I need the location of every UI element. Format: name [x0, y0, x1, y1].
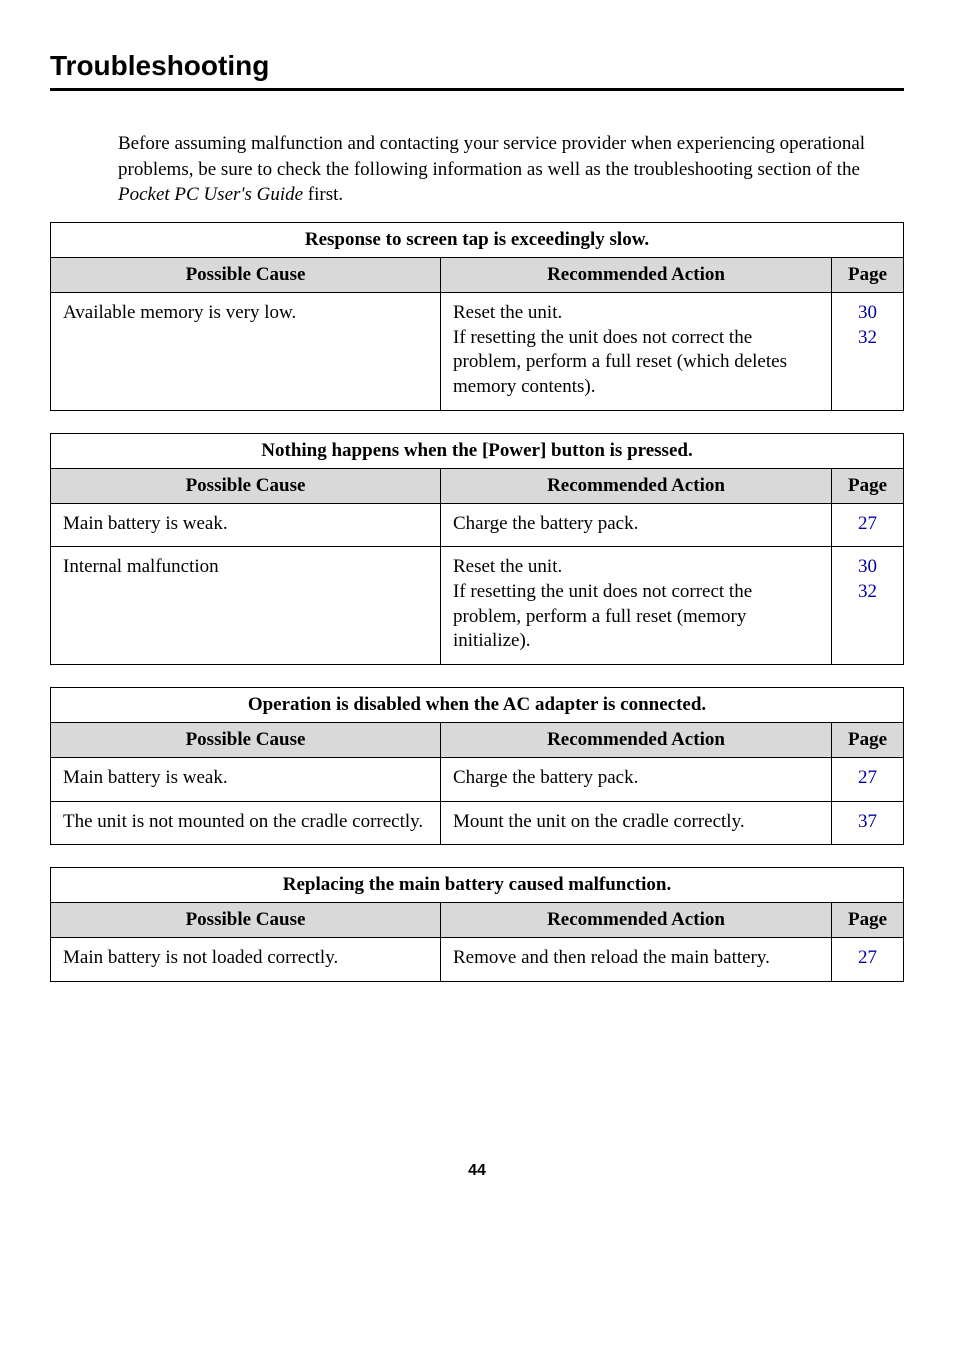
table-caption: Nothing happens when the [Power] button … — [51, 433, 904, 468]
cause-cell: Available memory is very low. — [51, 292, 441, 410]
table-row: Main battery is not loaded correctly.Rem… — [51, 938, 904, 982]
column-header-cause: Possible Cause — [51, 468, 441, 503]
table-row: Main battery is weak.Charge the battery … — [51, 758, 904, 802]
page-number: 44 — [50, 1162, 904, 1180]
table-row: The unit is not mounted on the cradle co… — [51, 801, 904, 845]
page-ref-cell: 27 — [832, 758, 904, 802]
intro-suffix: first. — [303, 184, 343, 205]
troubleshooting-table: Replacing the main battery caused malfun… — [50, 867, 904, 982]
table-caption: Replacing the main battery caused malfun… — [51, 868, 904, 903]
page-ref-cell: 3032 — [832, 292, 904, 410]
page-ref-link[interactable]: 30 — [836, 555, 899, 580]
page-ref-cell: 27 — [832, 938, 904, 982]
column-header-page: Page — [832, 468, 904, 503]
column-header-action: Recommended Action — [441, 903, 832, 938]
column-header-cause: Possible Cause — [51, 903, 441, 938]
troubleshooting-table: Operation is disabled when the AC adapte… — [50, 687, 904, 845]
column-header-action: Recommended Action — [441, 257, 832, 292]
action-cell: Charge the battery pack. — [441, 758, 832, 802]
table-caption: Operation is disabled when the AC adapte… — [51, 688, 904, 723]
column-header-page: Page — [832, 903, 904, 938]
cause-cell: The unit is not mounted on the cradle co… — [51, 801, 441, 845]
page-ref-link[interactable]: 27 — [836, 946, 899, 971]
page-ref-link[interactable]: 37 — [836, 810, 899, 835]
intro-italic: Pocket PC User's Guide — [118, 184, 303, 205]
action-cell: Remove and then reload the main battery. — [441, 938, 832, 982]
column-header-page: Page — [832, 723, 904, 758]
page-ref-link[interactable]: 30 — [836, 301, 899, 326]
column-header-page: Page — [832, 257, 904, 292]
page-ref-link[interactable]: 32 — [836, 326, 899, 351]
page-ref-cell: 27 — [832, 503, 904, 547]
page-ref-cell: 3032 — [832, 547, 904, 665]
column-header-action: Recommended Action — [441, 723, 832, 758]
table-caption: Response to screen tap is exceedingly sl… — [51, 222, 904, 257]
table-row: Available memory is very low.Reset the u… — [51, 292, 904, 410]
column-header-cause: Possible Cause — [51, 723, 441, 758]
cause-cell: Main battery is weak. — [51, 503, 441, 547]
troubleshooting-table: Nothing happens when the [Power] button … — [50, 433, 904, 665]
tables-region: Response to screen tap is exceedingly sl… — [50, 222, 904, 982]
page-ref-link[interactable]: 27 — [836, 512, 899, 537]
intro-prefix: Before assuming malfunction and contacti… — [118, 133, 865, 180]
column-header-action: Recommended Action — [441, 468, 832, 503]
action-cell: Reset the unit.If resetting the unit doe… — [441, 292, 832, 410]
column-header-cause: Possible Cause — [51, 257, 441, 292]
troubleshooting-table: Response to screen tap is exceedingly sl… — [50, 222, 904, 411]
page-container: Troubleshooting Before assuming malfunct… — [0, 0, 954, 1210]
page-ref-link[interactable]: 27 — [836, 766, 899, 791]
page-title: Troubleshooting — [50, 50, 904, 91]
cause-cell: Main battery is weak. — [51, 758, 441, 802]
action-cell: Reset the unit.If resetting the unit doe… — [441, 547, 832, 665]
page-ref-cell: 37 — [832, 801, 904, 845]
cause-cell: Internal malfunction — [51, 547, 441, 665]
page-ref-link[interactable]: 32 — [836, 580, 899, 605]
cause-cell: Main battery is not loaded correctly. — [51, 938, 441, 982]
action-cell: Mount the unit on the cradle correctly. — [441, 801, 832, 845]
table-row: Internal malfunctionReset the unit.If re… — [51, 547, 904, 665]
table-row: Main battery is weak.Charge the battery … — [51, 503, 904, 547]
action-cell: Charge the battery pack. — [441, 503, 832, 547]
intro-paragraph: Before assuming malfunction and contacti… — [118, 131, 904, 208]
